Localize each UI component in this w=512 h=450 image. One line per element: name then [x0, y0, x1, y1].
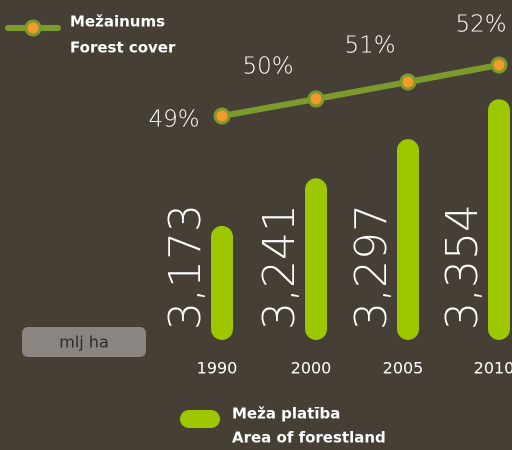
legend-dot-icon — [24, 19, 42, 37]
legend-label: Area of forestland — [232, 429, 386, 447]
bar — [397, 139, 419, 340]
x-tick-label: 1990 — [197, 359, 238, 378]
legend-label: Meža platība — [232, 405, 340, 423]
value-label: 49% — [148, 107, 199, 133]
x-tick-label: 2010 — [474, 359, 512, 378]
bar — [488, 99, 510, 340]
value-label: 50% — [242, 54, 293, 80]
line-point — [490, 56, 508, 74]
line-point — [213, 107, 231, 125]
value-label: 52% — [455, 12, 506, 38]
line-point — [307, 90, 325, 108]
legend-bar-icon — [180, 410, 220, 428]
value-label: 3,297 — [346, 204, 397, 330]
x-tick-label: 2000 — [291, 359, 332, 378]
unit-label: mlj ha — [59, 333, 109, 352]
legend-label: Mežainums — [70, 13, 165, 31]
bar — [211, 225, 233, 340]
x-tick-label: 2005 — [383, 359, 424, 378]
legend-label: Forest cover — [70, 39, 176, 57]
line-point — [399, 73, 417, 91]
unit-box — [22, 327, 146, 357]
value-label: 3,241 — [254, 204, 305, 330]
value-label: 51% — [344, 33, 395, 59]
bar — [305, 178, 327, 340]
value-label: 3,173 — [160, 204, 211, 330]
line — [219, 62, 502, 119]
value-label: 3,354 — [437, 204, 488, 330]
